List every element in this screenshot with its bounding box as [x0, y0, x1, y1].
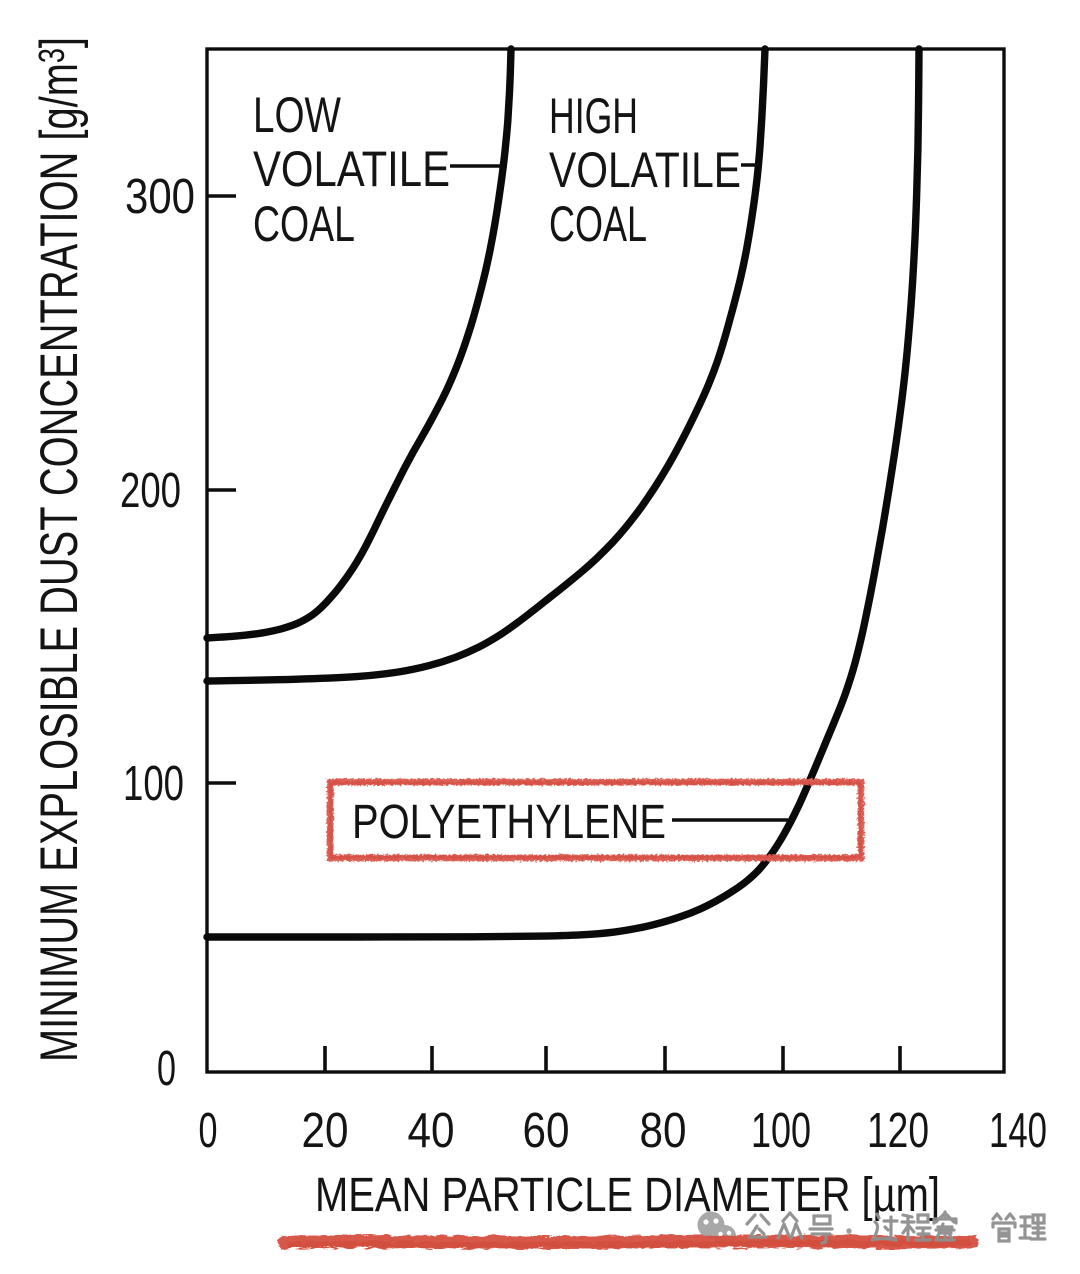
- svg-text:120: 120: [867, 1104, 929, 1158]
- svg-text:60: 60: [523, 1104, 570, 1158]
- svg-text:VOLATILE: VOLATILE: [549, 142, 741, 198]
- svg-text:20: 20: [302, 1104, 349, 1158]
- svg-text:100: 100: [123, 757, 184, 811]
- svg-text:200: 200: [120, 464, 181, 518]
- svg-text:300: 300: [125, 170, 195, 224]
- svg-text:HIGH: HIGH: [549, 88, 638, 144]
- svg-text:0: 0: [199, 1104, 218, 1158]
- svg-text:80: 80: [640, 1104, 687, 1158]
- svg-text:COAL: COAL: [253, 196, 355, 252]
- svg-text:100: 100: [751, 1104, 811, 1158]
- svg-text:40: 40: [408, 1104, 455, 1158]
- svg-text:0: 0: [157, 1042, 176, 1096]
- svg-text:LOW: LOW: [253, 87, 342, 143]
- svg-text:140: 140: [989, 1104, 1047, 1158]
- svg-text:MEAN PARTICLE DIAMETER [µm]: MEAN PARTICLE DIAMETER [µm]: [315, 1169, 940, 1222]
- svg-text:VOLATILE: VOLATILE: [253, 141, 450, 197]
- svg-text:POLYETHYLENE: POLYETHYLENE: [352, 796, 666, 849]
- svg-text:COAL: COAL: [549, 196, 647, 252]
- svg-text:MINIMUM EXPLOSIBLE DUST CONCEN: MINIMUM EXPLOSIBLE DUST CONCENTRATION [g…: [30, 37, 89, 1062]
